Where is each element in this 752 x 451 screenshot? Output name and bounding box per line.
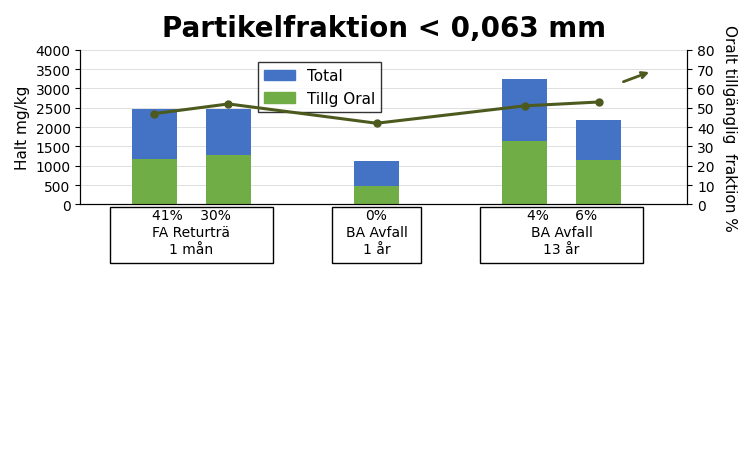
Text: BA Avfall: BA Avfall: [346, 226, 408, 239]
Text: 4%      6%: 4% 6%: [526, 209, 596, 223]
Text: 41%    30%: 41% 30%: [152, 209, 231, 223]
Text: 13 år: 13 år: [544, 243, 580, 257]
Bar: [132, 109, 177, 205]
Bar: [354, 161, 399, 205]
Bar: [576, 160, 621, 205]
Y-axis label: Oralt tillgänglig  fraktion %: Oralt tillgänglig fraktion %: [722, 25, 737, 231]
Legend: Total, Tillg Oral: Total, Tillg Oral: [258, 63, 381, 113]
Text: FA Returträ: FA Returträ: [153, 226, 230, 239]
Text: BA Avfall: BA Avfall: [531, 226, 593, 239]
Bar: [206, 109, 250, 205]
Text: 1 år: 1 år: [362, 243, 390, 257]
Text: 1 mån: 1 mån: [169, 243, 214, 257]
Bar: [502, 141, 547, 205]
Bar: [576, 121, 621, 205]
Text: 0%: 0%: [365, 209, 387, 223]
FancyBboxPatch shape: [110, 208, 273, 263]
Bar: [206, 156, 250, 205]
FancyBboxPatch shape: [481, 208, 643, 263]
Title: Partikelfraktion < 0,063 mm: Partikelfraktion < 0,063 mm: [162, 15, 606, 43]
Bar: [502, 80, 547, 205]
Y-axis label: Halt mg/kg: Halt mg/kg: [15, 86, 30, 170]
Bar: [354, 187, 399, 205]
FancyBboxPatch shape: [332, 208, 421, 263]
Bar: [132, 160, 177, 205]
